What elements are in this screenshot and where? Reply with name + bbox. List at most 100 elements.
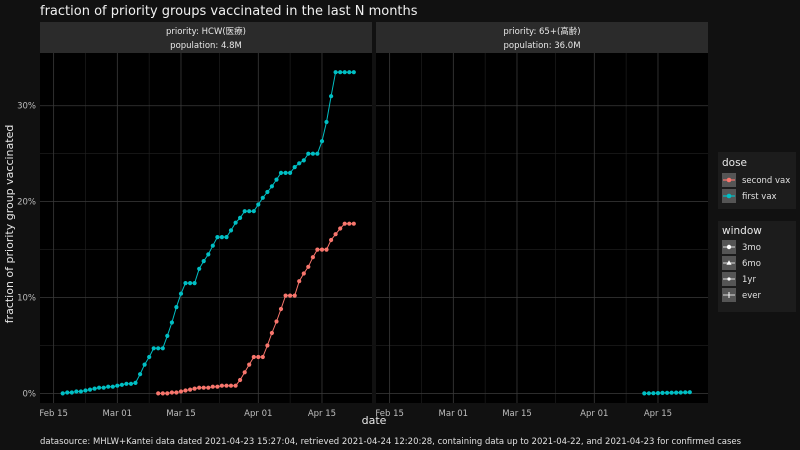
data-point [233, 220, 238, 225]
data-point [315, 151, 320, 156]
data-point [260, 354, 265, 360]
data-point [87, 387, 93, 392]
legend-item-label: ever [742, 291, 761, 301]
panel-2: priority: 65+(高齢) population: 36.0M Feb 15… [375, 22, 708, 419]
series-first-vax [60, 70, 356, 396]
data-point [674, 390, 679, 395]
data-point [238, 215, 243, 220]
plot-area [376, 53, 708, 403]
data-point [329, 237, 334, 243]
facet-strip-label: population: 4.8M [170, 41, 242, 51]
data-point [297, 279, 302, 284]
legend: dose second vax first vax window 3mo 6mo 1yr ev… [718, 152, 796, 312]
data-point [128, 381, 134, 386]
data-point [151, 346, 156, 351]
y-tick-label: 10% [17, 294, 36, 304]
data-point [65, 390, 70, 395]
data-point [288, 293, 293, 298]
data-point [147, 354, 152, 360]
data-point [156, 346, 161, 351]
series-first-vax [642, 390, 692, 396]
data-point [224, 383, 229, 388]
data-source-caption: datasource: MHLW+Kantei data dated 2021-… [40, 437, 742, 447]
data-point [278, 306, 284, 312]
data-point [197, 385, 202, 390]
data-point [192, 386, 197, 391]
data-point [292, 293, 297, 298]
data-point [206, 385, 211, 390]
legend-item-label: second vax [742, 176, 790, 186]
data-point [319, 139, 325, 144]
data-point [329, 94, 334, 99]
data-point [256, 202, 261, 207]
data-point [347, 70, 352, 75]
data-point [183, 388, 188, 393]
data-point [219, 235, 224, 240]
data-point [301, 271, 306, 276]
data-point [651, 391, 656, 396]
legend-item-label: 3mo [742, 243, 761, 253]
data-point [288, 170, 293, 175]
facet-strip-label: priority: 65+(高齢) [503, 26, 580, 37]
x-tick-label: Mar 01 [439, 409, 469, 419]
data-point [297, 161, 302, 166]
x-tick-label: Mar 15 [166, 409, 196, 419]
data-point [669, 390, 674, 395]
data-point [269, 330, 274, 336]
data-point [78, 389, 83, 394]
data-point [206, 252, 211, 257]
data-point [301, 158, 306, 163]
data-point [169, 320, 174, 325]
facet-strip-label: priority: HCW(医療) [166, 26, 246, 37]
data-point [646, 391, 652, 396]
data-point [256, 354, 261, 360]
data-point [169, 390, 174, 395]
data-point [274, 319, 279, 324]
data-point [319, 247, 325, 252]
data-point [156, 391, 161, 396]
data-point [342, 221, 347, 226]
data-point [110, 384, 115, 389]
x-tick-label: Feb 15 [39, 409, 68, 419]
data-point [188, 281, 193, 286]
data-point [183, 281, 188, 286]
data-point [97, 385, 102, 390]
data-point [215, 235, 220, 240]
legend-key-point [726, 177, 732, 183]
data-point [347, 221, 352, 226]
data-point [115, 383, 120, 388]
data-point [678, 390, 683, 395]
x-axis-label: date [362, 414, 387, 427]
legend-key-point [726, 244, 732, 250]
legend-key-point [727, 277, 731, 281]
data-point [233, 383, 238, 388]
data-point [174, 305, 179, 310]
y-axis-label: fraction of priority group vaccinated [3, 125, 16, 324]
x-tick-label: Apr 01 [580, 409, 608, 419]
data-point [142, 362, 147, 367]
data-point [247, 209, 252, 214]
data-point [101, 385, 106, 390]
series-second-vax [156, 221, 356, 396]
data-point [251, 354, 256, 360]
data-point [192, 281, 197, 286]
data-point [138, 372, 143, 377]
data-point [60, 391, 65, 396]
x-tick-label: Apr 15 [308, 409, 336, 419]
data-point [342, 70, 347, 75]
data-point [69, 390, 74, 395]
data-point [665, 390, 670, 395]
data-point [174, 390, 179, 395]
facet-strip [40, 22, 372, 53]
data-point [324, 247, 329, 252]
data-point [92, 386, 97, 391]
plot-area [40, 53, 372, 403]
data-point [351, 70, 356, 75]
y-tick-label: 0% [23, 389, 37, 399]
data-point [219, 383, 224, 388]
data-point [215, 384, 220, 389]
data-point [124, 381, 129, 386]
data-point [160, 346, 165, 351]
data-point [83, 388, 88, 393]
data-point [165, 391, 170, 396]
